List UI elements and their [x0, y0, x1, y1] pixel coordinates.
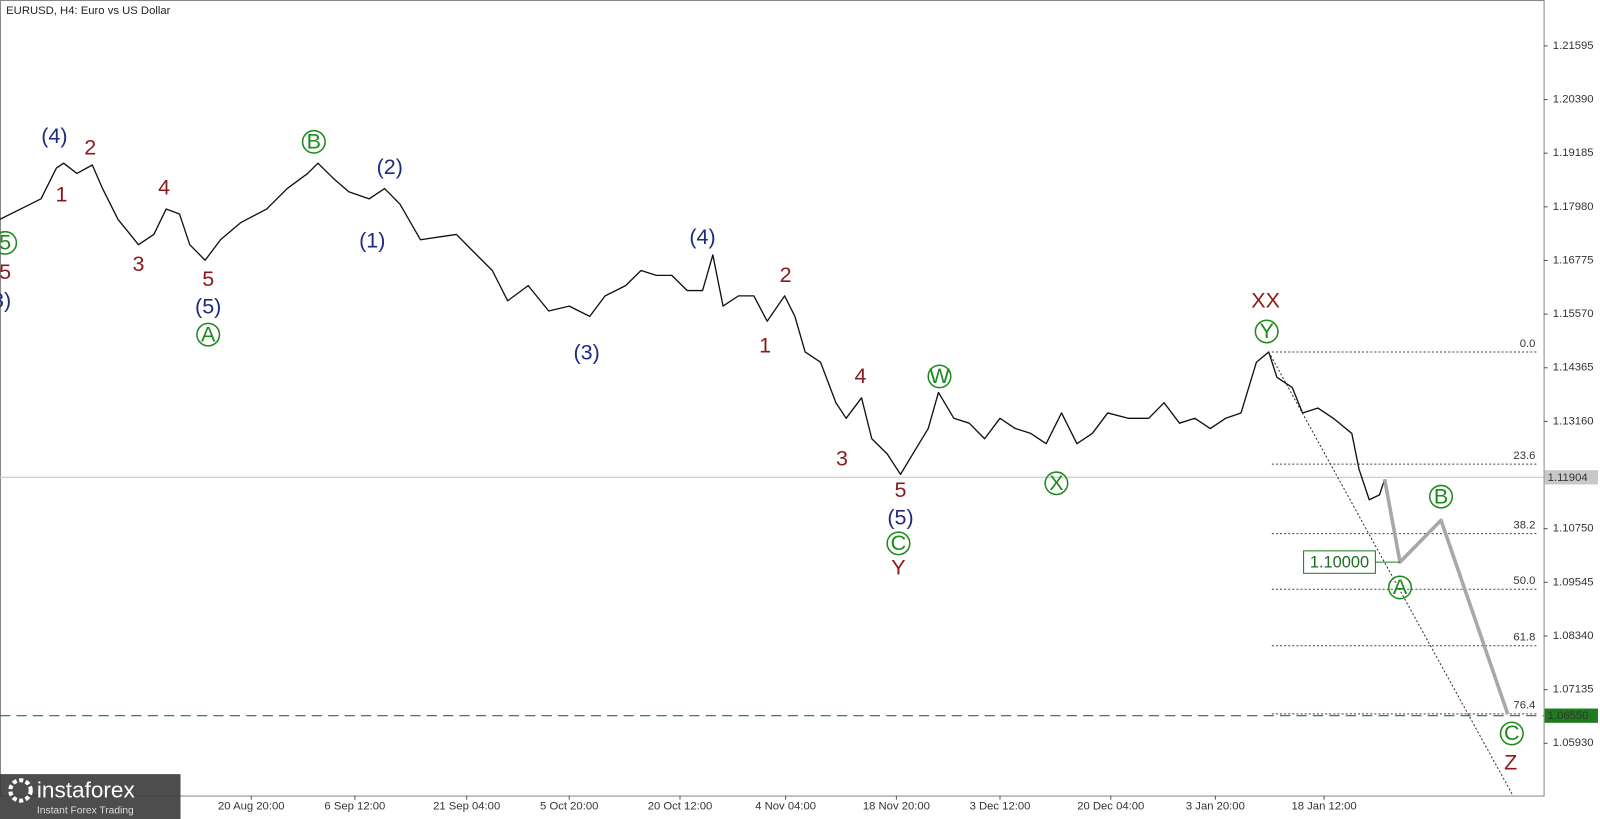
- wave-label: 3: [836, 447, 848, 471]
- wave-label: 5: [0, 260, 11, 284]
- price-tag-label: 1.06550: [1548, 710, 1589, 722]
- x-tick-label: 6 Sep 12:00: [324, 801, 385, 813]
- wave-label: Y: [1259, 319, 1273, 343]
- wave-label: B: [307, 130, 321, 154]
- x-tick-label: 4 Nov 04:00: [755, 801, 816, 813]
- wave-label: 2: [780, 263, 792, 287]
- target-box: [1303, 550, 1376, 574]
- wave-label: 5: [895, 478, 907, 502]
- wave-label: Z: [1504, 751, 1517, 775]
- wave-label: (1): [359, 228, 385, 252]
- wave-label: 5: [0, 231, 11, 255]
- wave-label: 4: [158, 175, 170, 199]
- target-label: 1.10000: [1310, 553, 1369, 571]
- y-tick-label: 1.08340: [1553, 630, 1594, 642]
- wave-label: A: [201, 322, 216, 346]
- wave-label: A: [1393, 575, 1408, 599]
- plot-frame: [0, 0, 1545, 797]
- x-tick-label: 20 Oct 12:00: [648, 801, 713, 813]
- y-tick-label: 1.13160: [1553, 415, 1594, 427]
- wave-label: B: [1434, 484, 1448, 508]
- y-tick-label: 1.15570: [1553, 308, 1594, 320]
- wave-circle: [0, 230, 18, 255]
- wave-circle: [1499, 721, 1524, 746]
- wave-label: C: [891, 531, 907, 555]
- price-line: [0, 162, 1386, 501]
- wave-circle: [1387, 575, 1413, 600]
- wave-label: (5): [195, 295, 221, 319]
- wave-circle: [301, 129, 326, 154]
- x-tick-label: 18 Nov 20:00: [863, 801, 930, 813]
- wave-circle: [1428, 484, 1454, 509]
- fib-label: 23.6: [1513, 450, 1535, 462]
- y-tick-label: 1.16775: [1553, 254, 1594, 266]
- wave-label: (2): [377, 155, 403, 179]
- wave-circle: [886, 531, 911, 556]
- wave-label: (5): [887, 506, 913, 530]
- y-tick-label: 1.21595: [1553, 40, 1594, 52]
- wave-label: (3): [574, 341, 600, 365]
- y-tick-label: 1.05930: [1553, 737, 1594, 749]
- x-tick-label: 20 Dec 04:00: [1077, 801, 1144, 813]
- wave-circle: [1254, 319, 1279, 344]
- price-tag-label: 1.11904: [1548, 472, 1588, 484]
- wave-label: 1: [759, 333, 771, 357]
- y-tick-label: 1.17980: [1553, 201, 1594, 213]
- wave-label: 3: [132, 252, 144, 276]
- x-tick-label: 21 Sep 04:00: [433, 801, 500, 813]
- fib-label: 0.0: [1520, 338, 1536, 350]
- y-tick-label: 1.09545: [1553, 576, 1594, 588]
- wave-circle: [927, 364, 952, 389]
- wave-label: 4: [855, 364, 867, 388]
- price-tag: [1544, 708, 1598, 723]
- wave-label: C: [1504, 721, 1520, 745]
- fib-label: 50.0: [1513, 575, 1535, 587]
- watermark: instaforex Instant Forex Trading: [0, 774, 181, 819]
- y-tick-label: 1.07135: [1553, 684, 1594, 696]
- wave-label: Y: [891, 556, 905, 580]
- x-tick-label: 3 Dec 12:00: [970, 801, 1031, 813]
- wave-circle: [1044, 471, 1069, 496]
- fib-label: 76.4: [1513, 700, 1535, 712]
- wave-label: X: [1049, 471, 1063, 495]
- logo-box: [0, 774, 181, 819]
- x-tick-label: 20 Aug 20:00: [218, 801, 285, 813]
- x-tick-label: 3 Jan 20:00: [1186, 801, 1245, 813]
- x-tick-label: 18 Jan 12:00: [1291, 801, 1356, 813]
- y-tick-label: 1.14365: [1553, 362, 1594, 374]
- logo-icon: [8, 778, 33, 803]
- y-tick-label: 1.20390: [1553, 94, 1594, 106]
- x-tick-label: 5 Oct 20:00: [540, 801, 598, 813]
- logo-tagline: Instant Forex Trading: [37, 806, 134, 817]
- y-tick-label: 1.19185: [1553, 147, 1594, 159]
- projection: [1382, 478, 1510, 715]
- logo-brand: instaforex: [37, 777, 136, 802]
- wave-label: 5: [202, 267, 214, 291]
- chart-title: EURUSD, H4: Euro vs US Dollar: [6, 5, 171, 17]
- trendline: [1268, 351, 1514, 796]
- wave-label: (4): [41, 124, 67, 148]
- fib-label: 38.2: [1513, 519, 1535, 531]
- y-tick-label: 1.10750: [1553, 523, 1594, 535]
- wave-label: 1: [56, 183, 68, 207]
- price-tag: [1544, 470, 1598, 485]
- wave-circle: [196, 322, 221, 347]
- wave-label: XX: [1251, 288, 1280, 312]
- wave-label: (3): [0, 288, 11, 312]
- wave-label: 2: [84, 136, 96, 160]
- wave-label: W: [929, 364, 950, 388]
- fib-label: 61.8: [1513, 632, 1535, 644]
- wave-label: (4): [689, 225, 715, 249]
